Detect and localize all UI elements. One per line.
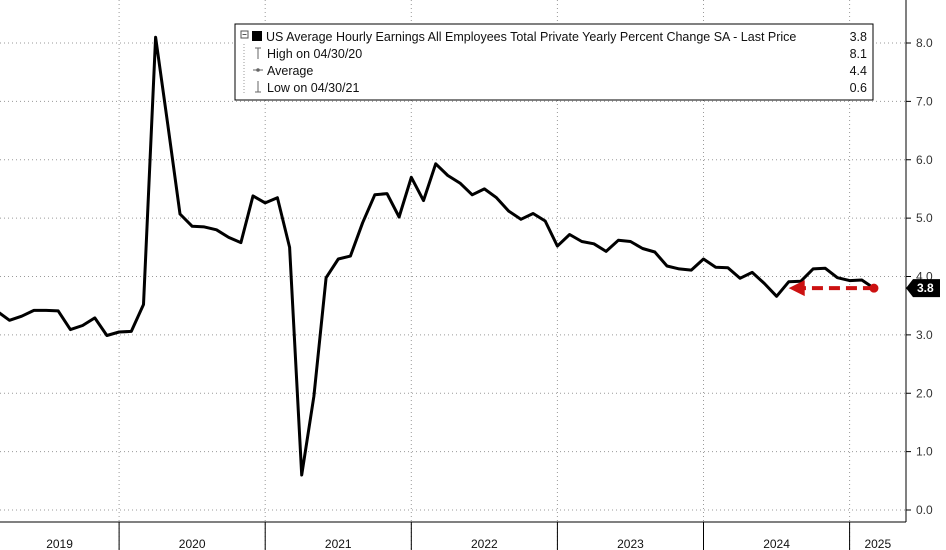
legend-row-low-value: 0.6 <box>850 81 867 95</box>
y-tick-label: 7.0 <box>916 94 933 108</box>
last-price-marker <box>906 279 940 298</box>
y-axis: 0.01.02.03.04.05.06.07.08.0 <box>905 0 933 522</box>
y-tick-label: 1.0 <box>916 445 933 459</box>
y-tick-label: 3.0 <box>916 328 933 342</box>
legend-title-value: 3.8 <box>850 30 867 44</box>
series-line <box>0 35 876 477</box>
y-tick-label: 2.0 <box>916 386 933 400</box>
series-swatch-icon <box>252 31 262 41</box>
legend: US Average Hourly Earnings All Employees… <box>234 23 874 101</box>
y-tick-label: 8.0 <box>916 36 933 50</box>
x-tick-label: 2021 <box>325 537 352 550</box>
y-tick-label: 6.0 <box>916 153 933 167</box>
legend-collapse-icon[interactable] <box>240 30 249 39</box>
series-group <box>0 35 876 477</box>
high-marker-icon <box>255 47 261 59</box>
legend-box <box>234 23 874 101</box>
x-tick-label: 2025 <box>864 537 891 550</box>
x-tick-label: 2022 <box>471 537 498 550</box>
average-marker-icon <box>253 68 263 72</box>
legend-row-average-label: Average <box>267 64 313 78</box>
x-axis: 2019 2020 2021 2022 2023 2024 2025 <box>0 521 906 550</box>
x-tick-label: 2023 <box>617 537 644 550</box>
legend-row-high-label: High on 04/30/20 <box>267 47 362 61</box>
legend-row-high-value: 8.1 <box>850 47 867 61</box>
x-tick-label: 2024 <box>763 537 790 550</box>
annotation-group <box>788 280 879 297</box>
y-tick-label: 0.0 <box>916 503 933 517</box>
legend-row-average-value: 4.4 <box>850 64 867 78</box>
x-tick-label: 2019 <box>46 537 73 550</box>
last-price-badge: 3.8 <box>906 279 940 298</box>
y-tick-label: 5.0 <box>916 211 933 225</box>
legend-row-low-label: Low on 04/30/21 <box>267 81 359 95</box>
low-marker-icon <box>255 81 261 93</box>
legend-title: US Average Hourly Earnings All Employees… <box>266 30 796 44</box>
annotation-dot <box>869 283 879 293</box>
last-price-label: 3.8 <box>917 281 934 295</box>
annotation-arrowhead-icon <box>788 280 805 297</box>
x-tick-label: 2020 <box>179 537 206 550</box>
